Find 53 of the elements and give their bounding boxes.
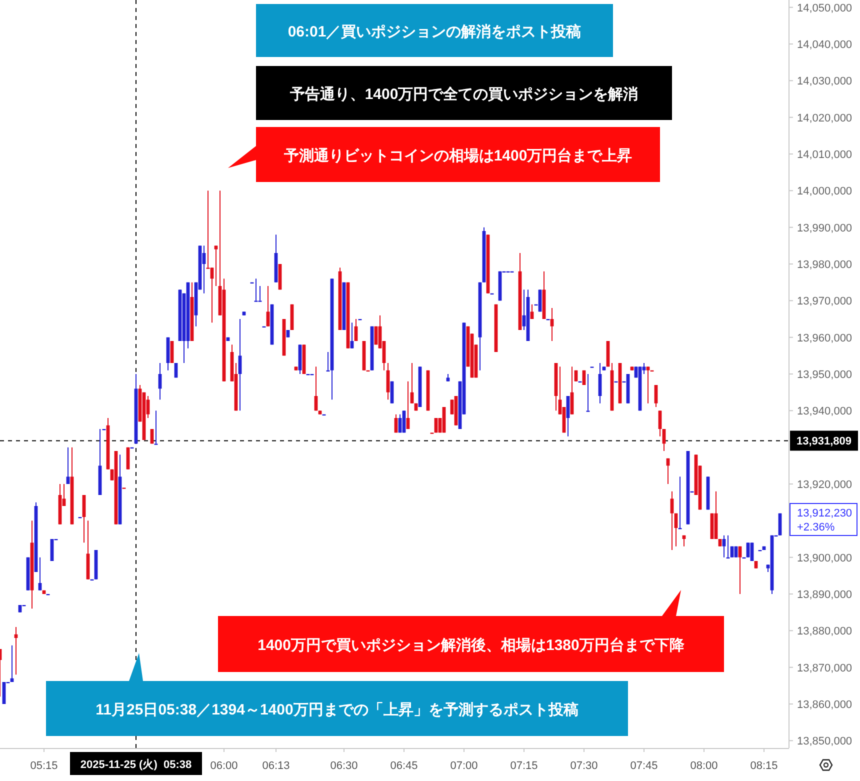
annotation: 13,912,230 +2.36%	[797, 507, 852, 534]
y-tick-label: 13,960,000	[797, 332, 852, 344]
candlestick	[258, 286, 262, 302]
y-tick-label: 14,010,000	[797, 149, 852, 161]
candlestick	[746, 542, 750, 558]
candlestick	[722, 534, 726, 558]
y-tick-label: 13,950,000	[797, 369, 852, 381]
annotation: 1400万円で買いポジション解消後、相場は1380万円台まで下降	[258, 637, 686, 654]
annotation: 予測通りビットコインの相場は1400万円台まで上昇	[282, 148, 632, 164]
x-tick-label: 06:13	[262, 760, 290, 772]
x-tick-label: 06:00	[210, 760, 238, 772]
candlestick	[154, 410, 158, 445]
x-tick-label: 08:00	[690, 760, 718, 772]
y-tick-label: 13,990,000	[797, 222, 852, 234]
candlestick	[670, 490, 674, 550]
candlestick	[530, 304, 534, 320]
x-tick-label: 05:15	[30, 760, 58, 772]
candlestick	[214, 245, 218, 286]
candlestick	[586, 374, 590, 412]
x-tick-label: 07:15	[510, 760, 538, 772]
x-tick-label: 07:00	[450, 760, 478, 772]
candlestick	[254, 278, 258, 302]
y-tick-label: 13,870,000	[797, 662, 852, 674]
annotation: 予告通り、1400万円で全ての買いポジションを解消	[288, 86, 638, 103]
candlestick	[550, 308, 554, 342]
candlestick	[66, 446, 70, 484]
candlestick	[38, 556, 42, 591]
candlestick	[266, 286, 270, 327]
y-tick-label: 13,900,000	[797, 552, 852, 564]
y-tick-label: 14,040,000	[797, 39, 852, 51]
candlestick	[350, 322, 354, 349]
y-tick-label: 13,850,000	[797, 736, 852, 748]
annotation: 11月25日05:38／1394～1400万円までの「上昇」を予測するポスト投稿	[96, 702, 578, 718]
y-tick-label: 14,020,000	[797, 112, 852, 124]
y-tick-label: 14,000,000	[797, 186, 852, 198]
x-tick-label: 07:30	[570, 760, 598, 772]
y-tick-label: 13,860,000	[797, 699, 852, 711]
y-tick-label: 13,970,000	[797, 296, 852, 308]
x-tick-label: 06:30	[330, 760, 358, 772]
y-tick-label: 14,030,000	[797, 76, 852, 88]
ref-line-label: 2025-11-25 (火) 05:38	[80, 758, 192, 771]
ref-line-label: 13,931,809	[796, 436, 852, 448]
x-tick-label: 07:45	[630, 760, 658, 772]
candlestick	[646, 366, 650, 404]
y-tick-label: 14,050,000	[797, 2, 852, 14]
y-tick-label: 13,980,000	[797, 259, 852, 271]
x-tick-label: 08:15	[750, 760, 778, 772]
y-tick-label: 13,890,000	[797, 589, 852, 601]
x-tick-label: 06:45	[390, 760, 418, 772]
y-tick-label: 13,880,000	[797, 626, 852, 638]
y-tick-label: 13,920,000	[797, 479, 852, 491]
y-tick-label: 13,940,000	[797, 406, 852, 418]
annotation: 06:01／買いポジションの解消をポスト投稿	[288, 24, 582, 40]
